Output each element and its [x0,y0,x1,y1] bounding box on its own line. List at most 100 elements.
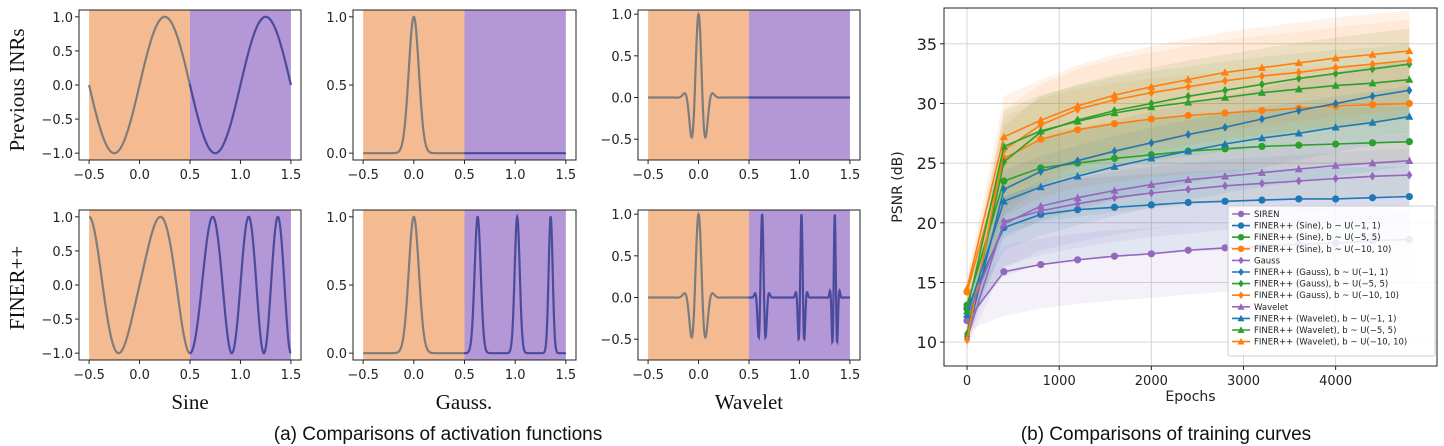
x-tick-label: 0.5 [739,168,760,183]
data-point [1147,82,1156,90]
region-outside [749,10,850,160]
data-point [1147,115,1155,123]
legend-label: FINER++ (Gauss), b ~ U(−1, 1) [1254,268,1388,278]
legend-marker [1238,268,1244,276]
y-tick-label: 1.0 [611,208,632,223]
legend-marker [1237,337,1245,345]
x-tick-label: 0 [963,374,971,389]
data-point [1184,175,1193,184]
x-tick-label: 4000 [1319,374,1352,389]
y-tick-label: 1.0 [326,211,347,226]
data-point [1295,176,1302,186]
data-point [1222,76,1229,86]
region-inside [648,210,749,360]
series-8 [963,156,1414,322]
legend-marker [1237,234,1245,241]
data-point [1073,193,1082,201]
y-tick-label: 30 [917,94,937,113]
data-point [1074,206,1082,214]
y-tick-label: 0.0 [326,147,347,162]
data-point [1036,115,1045,124]
data-point [1405,156,1414,164]
data-point [1368,50,1377,58]
data-point [1258,107,1266,115]
panel-sine-finer: −0.5 0.0 0.5 1.0 1.5−1.0−0.50.00.51.0 [41,209,302,383]
x-tick-label: 1.0 [789,368,810,383]
y-tick-label: 35 [917,35,937,54]
data-point [999,132,1008,141]
x-tick-label: −0.5 [73,368,105,383]
legend-marker [1237,326,1245,333]
legend-entry-6: FINER++ (Gauss), b ~ U(−5, 5) [1232,280,1388,290]
data-point [1147,250,1155,258]
curve-inside [648,11,749,139]
data-point [1222,181,1229,191]
y-tick-label: 0.0 [326,347,347,362]
y-tick-label: 10 [917,333,937,352]
col-label-gauss: Gauss. [436,390,493,414]
data-point [1185,130,1192,139]
y-tick-label: 0.5 [326,79,347,94]
data-point [963,284,972,292]
data-point [1184,98,1193,106]
data-point [1221,68,1230,76]
data-point [1294,164,1303,173]
data-point [1184,147,1193,155]
x-tick-label: 0.0 [688,368,709,383]
x-axis-label: Epochs [1165,389,1215,405]
data-point [1295,141,1303,149]
panel-gauss-previous: −0.5 0.0 0.5 1.0 1.50.00.51.0 [326,9,577,183]
data-point [1184,198,1192,207]
y-tick-label: 0.5 [611,50,632,65]
data-point [1110,108,1119,117]
curve-inside [363,215,465,355]
x-tick-label: −0.5 [632,368,664,383]
x-tick-label: 0.0 [688,168,709,183]
legend-entry-8: Wavelet [1232,303,1289,313]
legend-marker [1237,314,1245,322]
plot-frame [943,7,1438,367]
data-point [1257,63,1266,71]
x-tick-label: −0.5 [347,368,379,383]
data-point [963,306,972,315]
y-tick-label: 20 [917,214,937,233]
y-tick-label: 0.5 [611,250,632,265]
curve-inside [88,15,192,155]
x-tick-label: 1.0 [789,168,810,183]
x-tick-label: 2000 [1135,374,1168,389]
panel-wavelet-previous: −0.5 0.0 0.5 1.0 1.5 −0.5 0.0 0.5 1.0 [600,8,861,183]
legend-entry-5: FINER++ (Gauss), b ~ U(−1, 1) [1232,268,1388,278]
data-point [1110,186,1119,194]
y-tick-label: 0.5 [326,279,347,294]
legend-label: FINER++ (Wavelet), b ~ U(−5, 5) [1254,326,1396,336]
data-point [1074,156,1081,166]
y-tick-label: 0.5 [52,45,73,60]
data-point [1258,196,1266,204]
x-tick-label: 1000 [1043,374,1076,389]
data-point [1074,126,1082,134]
x-tick-label: 1.0 [230,168,251,183]
x-tick-label: 1.0 [505,368,526,383]
data-point [1148,138,1155,148]
data-point [1295,68,1302,77]
data-point [1369,64,1376,74]
data-point [1036,182,1045,191]
y-tick-label: 0.0 [611,292,632,307]
data-point [999,197,1008,205]
data-point [1037,260,1045,269]
data-point [1147,180,1156,188]
data-point [1184,75,1193,83]
x-tick-label: 1.5 [281,168,302,183]
data-point [1295,74,1302,83]
data-point [1405,192,1413,201]
data-point [1147,201,1155,209]
curve-outside [748,213,850,346]
data-point [1074,256,1082,264]
data-point [1332,195,1340,203]
caption-b: (b) Comparisons of training curves [1021,424,1311,445]
activation-panels: −0.5 0.0 0.5 1.0 1.5−1.0−0.50.00.51.0−0.5 0.0… [41,8,861,383]
data-point [1110,154,1119,162]
data-point [1332,99,1339,108]
data-point [1294,84,1303,93]
data-point [1185,184,1192,194]
